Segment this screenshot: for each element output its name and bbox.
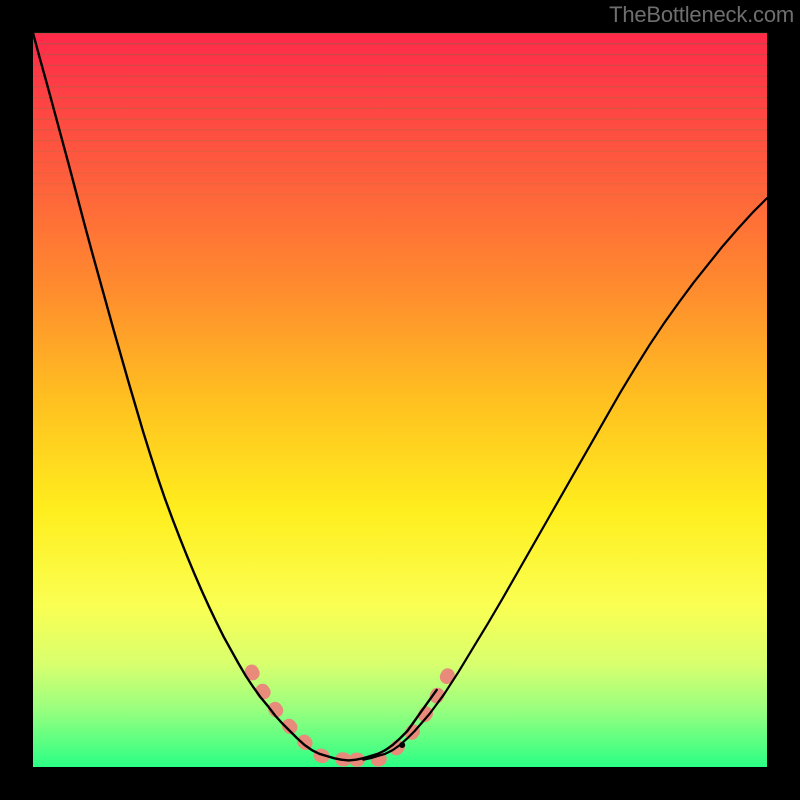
chart-canvas: [33, 33, 767, 767]
plot-area: [33, 33, 767, 767]
chart-frame: TheBottleneck.com: [0, 0, 800, 800]
valley-dot: [399, 742, 405, 748]
gradient-background: [33, 33, 767, 767]
watermark-text: TheBottleneck.com: [609, 2, 794, 28]
